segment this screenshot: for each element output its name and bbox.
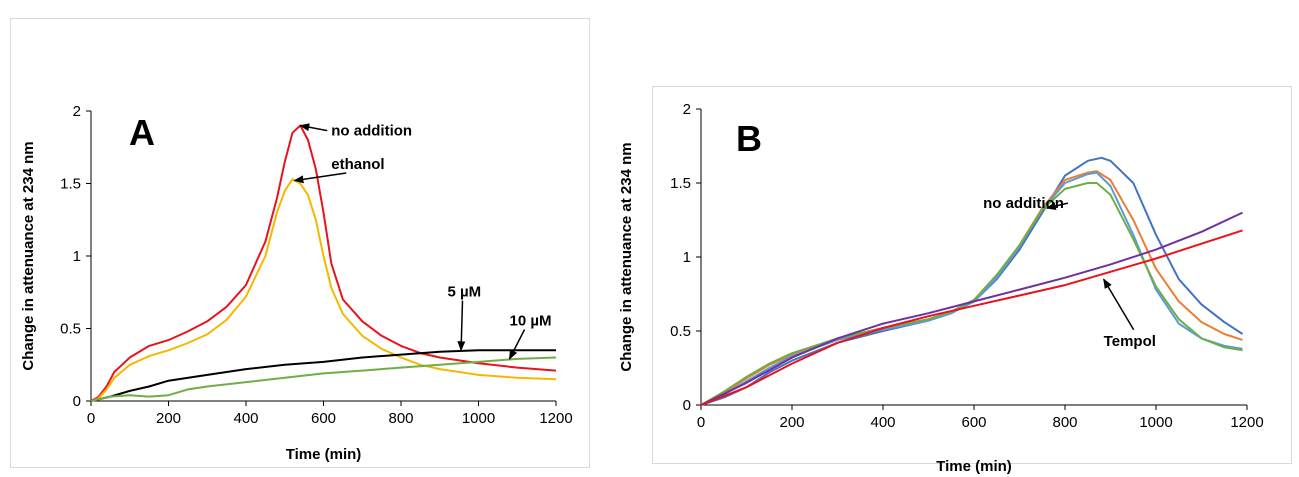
series-line-4 (90, 356, 557, 402)
annotation-label: 10 µM (510, 313, 552, 330)
x-tick-label: 800 (1052, 414, 1077, 431)
x-tick-label: 1200 (1230, 414, 1263, 431)
series-line-1 (700, 156, 1244, 406)
series-line-5 (700, 211, 1243, 406)
series-line-3 (90, 349, 556, 402)
series-line-1 (90, 124, 557, 402)
x-axis-title: Time (min) (286, 446, 362, 463)
x-axis-title: Time (min) (936, 458, 1012, 475)
annotation-arrow (508, 329, 526, 360)
x-tick-label: 200 (779, 414, 804, 431)
chart-panel-b: 0 200 400 600 800 1000 1200 0 0.5 1 1.5 2 Time (min)… (618, 86, 1292, 475)
x-tick-label: 0 (697, 414, 705, 431)
x-tick-label: 1000 (1139, 414, 1172, 431)
x-tick-label: 400 (233, 410, 258, 427)
panel-label: A (129, 112, 155, 153)
chart-panel-a: 0 200 400 600 800 1000 1200 0 0.5 1 1.5 2 Time (min)… (10, 18, 590, 468)
series-line-2 (700, 170, 1243, 406)
y-tick-label: 0.5 (670, 323, 691, 340)
annotation-label: no addition (331, 123, 412, 140)
series-line-2 (90, 178, 557, 402)
y-axis-title: Change in attenuance at 234 nm (618, 142, 635, 371)
y-tick-label: 0 (683, 397, 691, 414)
y-tick-label: 2 (683, 101, 691, 118)
y-tick-label: 1 (73, 248, 81, 265)
annotation-arrow (1045, 202, 1069, 210)
x-tick-label: 1000 (462, 410, 495, 427)
annotation-label: ethanol (331, 156, 384, 173)
x-tick-label: 600 (961, 414, 986, 431)
x-tick-label: 0 (87, 410, 95, 427)
x-tick-label: 400 (870, 414, 895, 431)
y-tick-label: 1 (683, 249, 691, 266)
y-tick-label: 0 (73, 393, 81, 410)
x-tick-label: 1200 (539, 410, 572, 427)
y-tick-label: 1.5 (60, 176, 81, 193)
annotation-arrow (299, 123, 328, 132)
series-line-4 (700, 182, 1243, 406)
y-tick-label: 1.5 (670, 175, 691, 192)
annotation-arrow (293, 172, 347, 184)
y-tick-label: 2 (73, 103, 81, 120)
annotation-label: no addition (983, 195, 1064, 212)
annotation-label: 5 µM (448, 284, 482, 301)
x-tick-label: 800 (388, 410, 413, 427)
annotation-arrow (1103, 278, 1135, 331)
chart-a-svg: 0 200 400 600 800 1000 1200 0 0.5 1 1.5 2 Time (min)… (20, 103, 573, 463)
panel-label: B (736, 118, 762, 159)
y-axis-title: Change in attenuance at 234 nm (20, 141, 37, 370)
y-tick-label: 0.5 (60, 321, 81, 338)
x-tick-label: 600 (311, 410, 336, 427)
annotation-arrow (457, 300, 466, 352)
chart-b-svg: 0 200 400 600 800 1000 1200 0 0.5 1 1.5 2 Time (min)… (618, 101, 1264, 475)
annotation-label: Tempol (1104, 333, 1156, 350)
series-line-6 (700, 229, 1243, 406)
series-line-3 (700, 171, 1243, 406)
x-tick-label: 200 (156, 410, 181, 427)
